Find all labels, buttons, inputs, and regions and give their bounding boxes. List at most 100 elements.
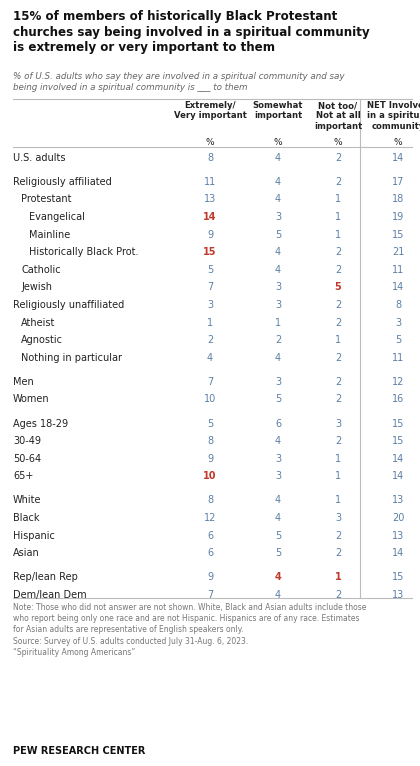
Text: 1: 1 bbox=[335, 195, 341, 205]
Text: 12: 12 bbox=[392, 377, 404, 387]
Text: Extremely/
Very important: Extremely/ Very important bbox=[173, 101, 247, 120]
Text: 3: 3 bbox=[207, 300, 213, 310]
Text: Protestant: Protestant bbox=[21, 195, 71, 205]
Text: 2: 2 bbox=[335, 531, 341, 541]
Text: 7: 7 bbox=[207, 377, 213, 387]
Text: Agnostic: Agnostic bbox=[21, 335, 63, 345]
Text: 21: 21 bbox=[392, 247, 404, 257]
Text: 10: 10 bbox=[203, 471, 217, 481]
Text: 1: 1 bbox=[207, 317, 213, 328]
Text: 4: 4 bbox=[275, 352, 281, 362]
Text: 2: 2 bbox=[335, 317, 341, 328]
Text: 12: 12 bbox=[204, 513, 216, 523]
Text: 4: 4 bbox=[275, 152, 281, 162]
Text: 6: 6 bbox=[207, 548, 213, 558]
Text: 7: 7 bbox=[207, 590, 213, 600]
Text: Note: Those who did not answer are not shown. White, Black and Asian adults incl: Note: Those who did not answer are not s… bbox=[13, 603, 366, 657]
Text: 20: 20 bbox=[392, 513, 404, 523]
Text: 6: 6 bbox=[207, 531, 213, 541]
Text: 14: 14 bbox=[392, 548, 404, 558]
Text: 9: 9 bbox=[207, 453, 213, 463]
Text: 5: 5 bbox=[275, 548, 281, 558]
Text: %: % bbox=[206, 138, 214, 146]
Text: Women: Women bbox=[13, 394, 50, 404]
Text: 9: 9 bbox=[207, 572, 213, 582]
Text: 2: 2 bbox=[335, 300, 341, 310]
Text: 13: 13 bbox=[392, 590, 404, 600]
Text: 3: 3 bbox=[275, 300, 281, 310]
Text: 15: 15 bbox=[392, 230, 404, 240]
Text: 2: 2 bbox=[335, 548, 341, 558]
Text: 13: 13 bbox=[204, 195, 216, 205]
Text: 8: 8 bbox=[207, 152, 213, 162]
Text: 2: 2 bbox=[335, 590, 341, 600]
Text: 13: 13 bbox=[392, 496, 404, 506]
Text: 3: 3 bbox=[275, 377, 281, 387]
Text: 16: 16 bbox=[392, 394, 404, 404]
Text: 15% of members of historically Black Protestant
churches say being involved in a: 15% of members of historically Black Pro… bbox=[13, 10, 370, 54]
Text: 1: 1 bbox=[335, 496, 341, 506]
Text: 11: 11 bbox=[392, 265, 404, 275]
Text: 3: 3 bbox=[335, 513, 341, 523]
Text: %: % bbox=[394, 138, 402, 146]
Text: 2: 2 bbox=[335, 394, 341, 404]
Text: 8: 8 bbox=[207, 436, 213, 446]
Text: 3: 3 bbox=[335, 418, 341, 428]
Text: 5: 5 bbox=[395, 335, 401, 345]
Text: 15: 15 bbox=[392, 418, 404, 428]
Text: 9: 9 bbox=[207, 230, 213, 240]
Text: 2: 2 bbox=[335, 152, 341, 162]
Text: 17: 17 bbox=[392, 177, 404, 187]
Text: 4: 4 bbox=[275, 436, 281, 446]
Text: Atheist: Atheist bbox=[21, 317, 55, 328]
Text: 2: 2 bbox=[335, 377, 341, 387]
Text: Religiously affiliated: Religiously affiliated bbox=[13, 177, 112, 187]
Text: 5: 5 bbox=[207, 418, 213, 428]
Text: 4: 4 bbox=[275, 496, 281, 506]
Text: 15: 15 bbox=[392, 572, 404, 582]
Text: 6: 6 bbox=[275, 418, 281, 428]
Text: Men: Men bbox=[13, 377, 34, 387]
Text: 4: 4 bbox=[275, 590, 281, 600]
Text: 15: 15 bbox=[203, 247, 217, 257]
Text: 2: 2 bbox=[335, 247, 341, 257]
Text: 15: 15 bbox=[392, 436, 404, 446]
Text: 4: 4 bbox=[275, 513, 281, 523]
Text: %: % bbox=[333, 138, 342, 146]
Text: 3: 3 bbox=[275, 212, 281, 222]
Text: Historically Black Prot.: Historically Black Prot. bbox=[29, 247, 139, 257]
Text: 4: 4 bbox=[275, 265, 281, 275]
Text: Asian: Asian bbox=[13, 548, 40, 558]
Text: 2: 2 bbox=[335, 265, 341, 275]
Text: 8: 8 bbox=[395, 300, 401, 310]
Text: 5: 5 bbox=[275, 394, 281, 404]
Text: 50-64: 50-64 bbox=[13, 453, 41, 463]
Text: Religiously unaffiliated: Religiously unaffiliated bbox=[13, 300, 124, 310]
Text: Not too/
Not at all
important: Not too/ Not at all important bbox=[314, 101, 362, 131]
Text: 2: 2 bbox=[275, 335, 281, 345]
Text: Catholic: Catholic bbox=[21, 265, 60, 275]
Text: Jewish: Jewish bbox=[21, 283, 52, 293]
Text: 10: 10 bbox=[204, 394, 216, 404]
Text: 4: 4 bbox=[275, 177, 281, 187]
Text: Evangelical: Evangelical bbox=[29, 212, 85, 222]
Text: 5: 5 bbox=[335, 283, 341, 293]
Text: 11: 11 bbox=[204, 177, 216, 187]
Text: 7: 7 bbox=[207, 283, 213, 293]
Text: 30-49: 30-49 bbox=[13, 436, 41, 446]
Text: 1: 1 bbox=[335, 572, 341, 582]
Text: 4: 4 bbox=[275, 572, 281, 582]
Text: 1: 1 bbox=[335, 212, 341, 222]
Text: 3: 3 bbox=[275, 453, 281, 463]
Text: 2: 2 bbox=[335, 352, 341, 362]
Text: NET Involved
in a spiritual
community: NET Involved in a spiritual community bbox=[367, 101, 420, 131]
Text: Rep/lean Rep: Rep/lean Rep bbox=[13, 572, 78, 582]
Text: 14: 14 bbox=[392, 453, 404, 463]
Text: 65+: 65+ bbox=[13, 471, 33, 481]
Text: 1: 1 bbox=[335, 230, 341, 240]
Text: 4: 4 bbox=[275, 195, 281, 205]
Text: 5: 5 bbox=[275, 230, 281, 240]
Text: 8: 8 bbox=[207, 496, 213, 506]
Text: 4: 4 bbox=[207, 352, 213, 362]
Text: 1: 1 bbox=[335, 335, 341, 345]
